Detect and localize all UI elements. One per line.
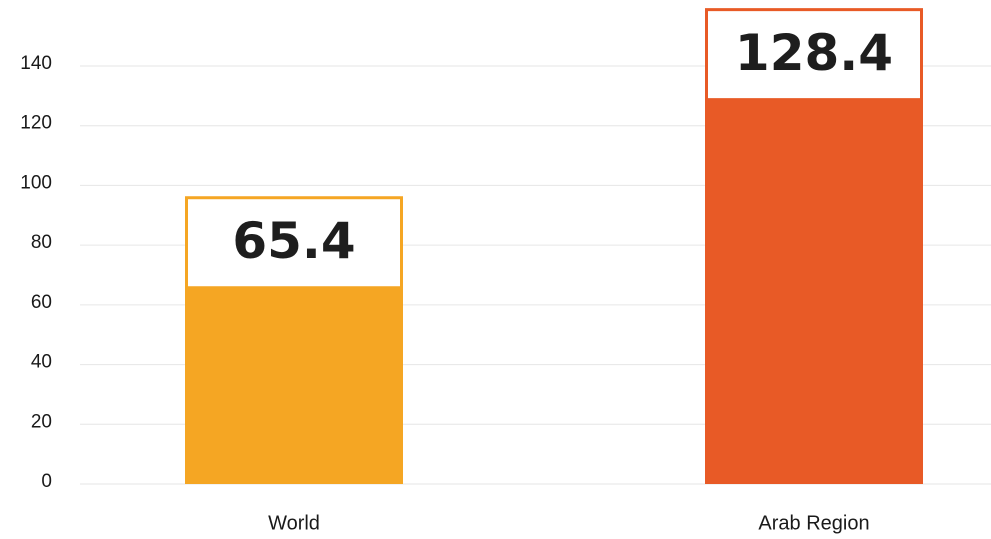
value-label-box [185, 196, 403, 290]
y-tick-label: 100 [20, 172, 52, 193]
y-axis-ticks: 0 20 40 60 80 100 120 140 [20, 53, 52, 492]
data-label: 128.4 [735, 24, 893, 82]
x-tick-label: Arab Region [758, 512, 869, 534]
y-tick-label: 40 [31, 352, 52, 373]
data-label: 65.4 [232, 212, 355, 270]
bar-arab-region [705, 100, 923, 485]
y-tick-label: 140 [20, 53, 52, 74]
y-tick-label: 120 [20, 113, 52, 134]
bars: 65.4 128.4 [185, 8, 923, 485]
y-tick-label: 20 [31, 411, 52, 432]
y-tick-label: 0 [41, 471, 52, 492]
y-tick-label: 60 [31, 292, 52, 313]
bar-world [185, 288, 403, 484]
y-tick-label: 80 [31, 232, 52, 253]
value-label-box [705, 8, 923, 102]
x-tick-label: World [268, 512, 320, 534]
x-axis-labels: World Arab Region [268, 512, 870, 534]
